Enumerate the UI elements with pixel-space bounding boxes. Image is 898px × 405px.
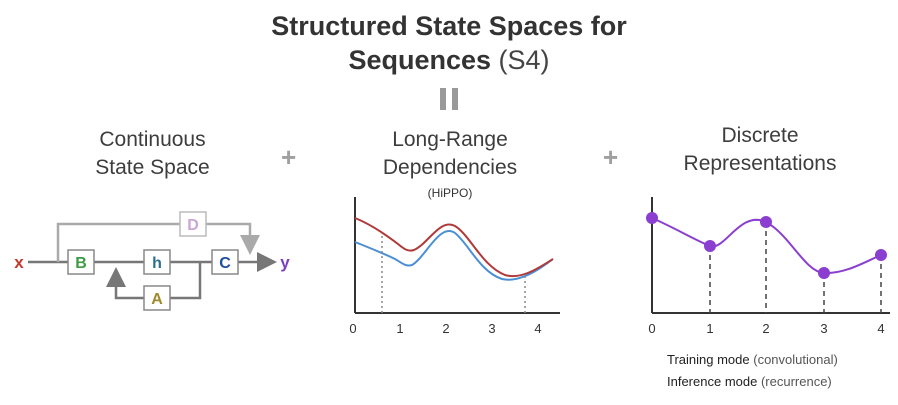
block-h	[143, 249, 171, 275]
panel2-red-curve	[354, 217, 554, 278]
panel1-heading: Continuous State Space	[40, 126, 265, 182]
panel1-heading-line1: Continuous	[99, 128, 206, 151]
page-title-line1: Structured State Spaces for	[0, 8, 898, 44]
panel3-tick-4: 4	[877, 321, 884, 336]
panel3-heading-line2: Representations	[683, 152, 837, 175]
panel2-tick-0: 0	[349, 321, 356, 336]
panel2-heading: Long-Range Dependencies	[340, 126, 560, 182]
panel2-tick-1: 1	[396, 321, 403, 336]
panel3-point-0	[646, 212, 658, 224]
plus-symbol-1: +	[281, 142, 297, 172]
caption-inference-detail: (recurrence)	[760, 374, 832, 389]
block-h-label: h	[152, 255, 162, 272]
title-text: Structured State Spaces for	[271, 11, 627, 41]
block-d	[179, 211, 207, 237]
panel3-point-4	[875, 249, 887, 261]
plus-symbol-2: +	[603, 142, 619, 172]
panel2-blue-curve	[354, 229, 554, 281]
panel2-tick-2: 2	[442, 321, 449, 336]
caption-inference: Inference mode (recurrence)	[667, 374, 832, 389]
caption-training-detail: (convolutional)	[753, 352, 838, 367]
input-x-label: x	[14, 253, 24, 272]
panel3-tick-0: 0	[648, 321, 655, 336]
panel3-point-2	[760, 216, 772, 228]
block-a-label: A	[151, 291, 163, 308]
panel3-point-3	[818, 267, 830, 279]
panel3-heading-line1: Discrete	[721, 124, 799, 147]
panel3-heading: Discrete Representations	[650, 122, 870, 178]
page-title-line2: Sequences (S4)	[0, 42, 898, 78]
panel2-tick-4: 4	[534, 321, 541, 336]
panel2-heading-line2: Dependencies	[382, 156, 518, 179]
caption-training: Training mode (convolutional)	[667, 352, 838, 367]
panel2-heading-line1: Long-Range	[392, 128, 508, 151]
title-s4: (S4)	[498, 45, 550, 75]
panel2-tick-3: 3	[488, 321, 495, 336]
panel3-tick-1: 1	[706, 321, 713, 336]
panel1-heading-line2: State Space	[95, 156, 210, 179]
panel3-tick-3: 3	[820, 321, 827, 336]
block-b-label: B	[75, 255, 87, 272]
block-d-label: D	[187, 217, 199, 234]
block-b	[67, 249, 95, 275]
equals-symbol	[439, 88, 459, 110]
caption-inference-mode: Inference mode	[667, 374, 758, 389]
block-a	[143, 285, 171, 311]
block-c-label: C	[219, 255, 231, 272]
block-c	[211, 249, 239, 275]
title-sequences: Sequences	[348, 45, 492, 75]
panel3-tick-2: 2	[762, 321, 769, 336]
panel2-subtitle: (HiPPO)	[427, 186, 473, 200]
output-y-label: y	[280, 253, 290, 272]
caption-training-mode: Training mode	[667, 352, 750, 367]
panel3-point-1	[704, 240, 716, 252]
